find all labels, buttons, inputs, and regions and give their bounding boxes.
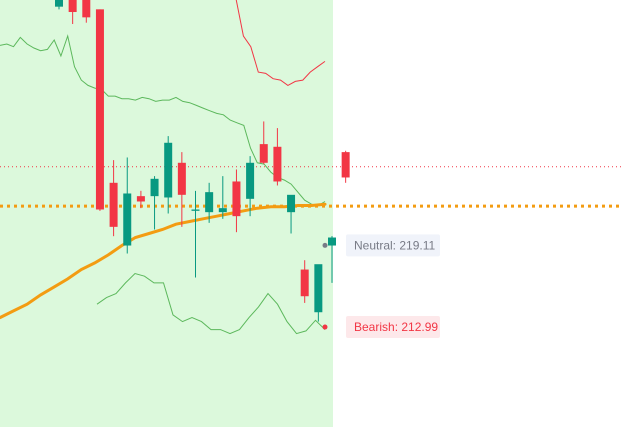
candle-body — [218, 208, 227, 213]
candle-body — [205, 192, 214, 213]
bearish-marker — [322, 324, 328, 330]
candle-body — [273, 146, 282, 182]
candle — [68, 0, 77, 25]
candle-body — [55, 0, 63, 7]
candle — [123, 157, 132, 254]
candle — [341, 150, 350, 183]
candles — [55, 0, 350, 322]
candle — [136, 190, 145, 209]
candle — [218, 176, 227, 219]
candle-body — [191, 209, 200, 211]
candle-body — [259, 144, 268, 163]
candle — [55, 0, 63, 10]
candle-body — [82, 0, 91, 18]
candle — [191, 190, 200, 278]
moving-average — [0, 202, 327, 320]
candle-body — [109, 182, 118, 227]
candle-body — [287, 194, 296, 213]
candle — [287, 194, 296, 234]
candle — [232, 169, 241, 233]
candle-body — [246, 162, 255, 199]
candle — [82, 0, 91, 23]
candle — [273, 128, 282, 186]
candle-body — [95, 9, 104, 210]
candle-body — [136, 196, 145, 202]
candle — [177, 152, 186, 227]
candle — [95, 9, 104, 211]
price-level-lines — [0, 166, 623, 208]
candle — [314, 264, 323, 322]
projection-labels: Neutral: 219.11 Bearish: 212.99 — [322, 234, 440, 339]
candle-body — [300, 269, 309, 297]
candle — [109, 160, 118, 237]
candle — [328, 236, 336, 283]
candle — [205, 182, 214, 223]
candle — [259, 121, 268, 165]
upper-band-projection-line — [235, 0, 326, 86]
neutral-marker — [322, 242, 328, 248]
candle — [300, 260, 309, 303]
candle-body — [177, 162, 186, 195]
candle-body — [328, 237, 336, 246]
candle-body — [232, 181, 241, 217]
candle — [164, 136, 173, 214]
history-background — [0, 0, 333, 427]
candle-body — [68, 0, 77, 13]
neutral-label-box — [346, 234, 440, 257]
moving-average-line — [0, 202, 327, 320]
candle-body — [150, 178, 159, 197]
bollinger-upper-line — [0, 34, 326, 207]
candle-body — [164, 142, 173, 198]
neutral-label: Neutral: 219.11 — [354, 238, 435, 252]
candle — [150, 176, 159, 230]
candle-body — [341, 152, 350, 178]
candle — [246, 156, 255, 217]
candle-body — [123, 193, 132, 246]
bollinger-lower-line — [96, 272, 326, 335]
bearish-label-box — [346, 316, 440, 339]
candle-body — [314, 264, 323, 313]
bearish-label: Bearish: 212.99 — [354, 320, 438, 334]
bollinger-bands — [0, 0, 326, 335]
